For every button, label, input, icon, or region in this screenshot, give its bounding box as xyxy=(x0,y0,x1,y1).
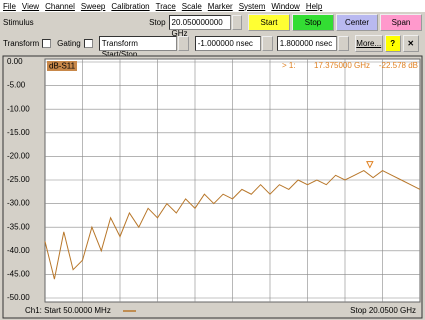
menu-item[interactable]: Window xyxy=(271,1,300,11)
trace xyxy=(44,170,421,280)
close-button[interactable]: ✕ xyxy=(402,35,419,52)
y-tick-label: 0.00 xyxy=(7,57,23,66)
y-tick-label: -25.00 xyxy=(7,175,30,184)
menu-item[interactable]: Calibration xyxy=(111,1,150,11)
menu-item[interactable]: File xyxy=(3,1,16,11)
spinner[interactable] xyxy=(337,36,349,51)
transform-label: Transform xyxy=(3,39,40,48)
y-tick-label: -35.00 xyxy=(7,222,30,231)
marker xyxy=(366,161,374,169)
checkbox[interactable] xyxy=(42,39,52,48)
stop-label: Stop xyxy=(149,18,166,27)
help-button[interactable]: ? xyxy=(384,35,401,52)
marker-y: -22.578 dB xyxy=(379,61,418,70)
y-tick-label: -50.00 xyxy=(7,293,30,302)
mode-select[interactable]: Transform Start/Stop xyxy=(98,36,177,59)
dropdown-arrow[interactable] xyxy=(177,36,189,51)
y-tick-label: -45.00 xyxy=(7,270,30,279)
spinner[interactable] xyxy=(261,36,273,51)
start-input[interactable]: -1.000000 nsec xyxy=(194,36,261,51)
marker-x: 17.375000 GHz xyxy=(314,61,370,70)
menu-bar: File View Channel Sweep Calibration Trace Scal… xyxy=(0,0,425,12)
menu-item[interactable]: System xyxy=(238,1,266,11)
checkbox[interactable] xyxy=(83,39,93,48)
menu-item[interactable]: Sweep xyxy=(80,1,106,11)
y-tick-label: -30.00 xyxy=(7,199,30,208)
stop-input[interactable]: 20.050000000 GHz xyxy=(168,15,232,38)
y-tick-label: -15.00 xyxy=(7,128,30,137)
trace-label-box xyxy=(47,61,77,71)
menu-item[interactable]: Trace xyxy=(155,1,176,11)
menu-item[interactable]: Marker xyxy=(207,1,233,11)
stimulus-button[interactable]: Stop xyxy=(292,14,334,31)
menu-item[interactable]: Scale xyxy=(181,1,202,11)
y-tick-label: -20.00 xyxy=(7,152,30,161)
y-tick-label: -40.00 xyxy=(7,246,30,255)
menu-item[interactable]: Channel xyxy=(45,1,75,11)
y-tick-label: -10.00 xyxy=(7,104,30,113)
stimulus-label: Stimulus xyxy=(3,18,34,27)
more-button[interactable]: More... xyxy=(354,35,383,52)
stimulus-button[interactable]: Span xyxy=(380,14,422,31)
menu-item[interactable]: View xyxy=(21,1,40,11)
trace-window: 0.00 -5.00 -10.00 -15.00 -20.00 -25.00 -30.00 -… xyxy=(2,55,423,319)
stop-label: Stop 20.0500 GHz xyxy=(350,306,416,315)
spinner[interactable] xyxy=(232,15,242,30)
stimulus-button[interactable]: Start xyxy=(248,14,290,31)
transform-bar: Transform Gating Transform Start/Stop -1… xyxy=(0,34,425,59)
marker-label: > 1: xyxy=(282,61,296,70)
gating-label: Gating xyxy=(57,39,81,48)
stimulus-bar: Stimulus Stop 20.050000000 GHz Start Stop… xyxy=(0,13,425,38)
stop-input[interactable]: 1.800000 nsec xyxy=(276,36,337,51)
y-tick-label: -5.00 xyxy=(7,81,26,90)
stimulus-button[interactable]: Center xyxy=(336,14,378,31)
start-label: Ch1: Start 50.0000 MHz xyxy=(25,306,111,315)
menu-item[interactable]: Help xyxy=(305,1,323,11)
trace-label: dB-S11 xyxy=(49,62,76,71)
